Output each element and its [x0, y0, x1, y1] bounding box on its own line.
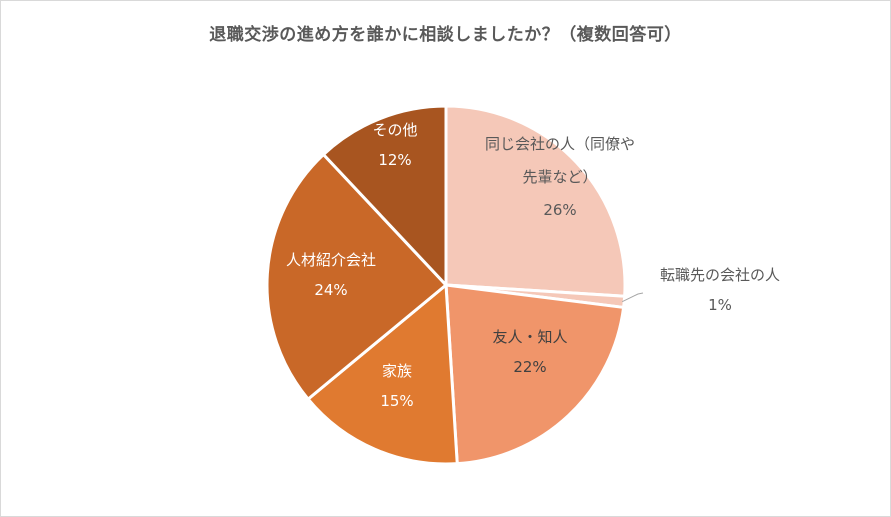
leader-line [621, 292, 644, 303]
slice-name-label: 人材紹介会社 [286, 251, 376, 269]
slice-percent-label: 1% [708, 296, 732, 314]
slice-name-label: 先輩など） [522, 168, 597, 186]
slice-name-label: その他 [372, 121, 417, 139]
slice-name-label: 家族 [382, 362, 412, 380]
pie-slice [306, 283, 459, 466]
chart-title: 退職交渉の進め方を誰かに相談しましたか？（複数回答可） [209, 25, 682, 45]
pie-slice [265, 153, 448, 401]
slice-percent-label: 12% [378, 151, 411, 169]
slice-percent-label: 24% [314, 281, 347, 299]
slice-percent-label: 26% [543, 201, 576, 219]
slice-name-label: 友人・知人 [492, 328, 567, 346]
pie-slice [444, 283, 626, 466]
slice-name-label: 転職先の会社の人 [660, 266, 780, 284]
slice-percent-label: 15% [380, 392, 413, 410]
slice-percent-label: 22% [513, 358, 546, 376]
pie-slice [444, 104, 627, 298]
slice-name-label: 同じ会社の人（同僚や [485, 135, 635, 153]
pie-slice [321, 104, 448, 287]
